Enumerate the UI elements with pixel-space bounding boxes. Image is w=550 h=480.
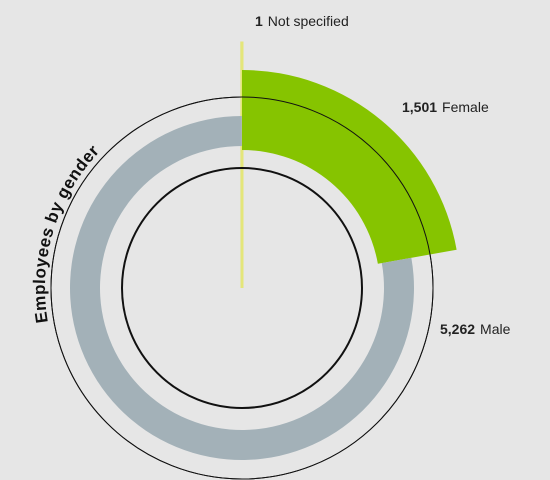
category-label: Not specified <box>268 13 349 29</box>
category-label: Female <box>442 99 489 115</box>
data-label: 5,262 Male <box>440 321 511 337</box>
value-label: 5,262 <box>440 321 475 337</box>
data-label: 1 Not specified <box>255 13 349 29</box>
inner-ring <box>121 167 363 409</box>
value-label: 1,501 <box>402 99 437 115</box>
segment <box>242 70 457 264</box>
outer-ring-overlay <box>50 96 434 480</box>
value-label: 1 <box>255 13 263 29</box>
data-label: 1,501 Female <box>402 99 489 115</box>
category-label: Male <box>480 321 511 337</box>
